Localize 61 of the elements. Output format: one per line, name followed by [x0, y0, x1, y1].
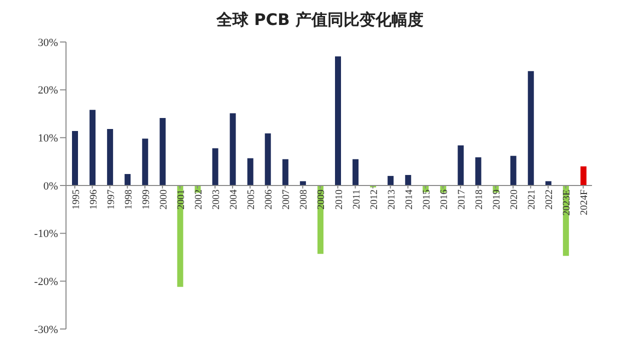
- bar: [124, 174, 131, 186]
- bar: [264, 133, 271, 186]
- bar: [72, 130, 78, 186]
- x-tick-label: 2023E: [562, 190, 573, 216]
- bar: [388, 176, 394, 186]
- bar: [405, 174, 412, 186]
- bar: [300, 181, 306, 186]
- y-tick-label: 20%: [38, 84, 58, 97]
- x-tick-label: 1998: [123, 190, 134, 210]
- x-tick-label: 1997: [106, 190, 117, 210]
- x-tick-label: 2001: [176, 190, 187, 210]
- bar: [528, 71, 534, 186]
- x-tick-label: 2006: [264, 190, 275, 210]
- x-tick-label: 2018: [474, 190, 486, 210]
- bar: [247, 158, 254, 186]
- x-tick-label: 1999: [140, 190, 152, 210]
- bar: [107, 129, 114, 186]
- bar: [230, 113, 236, 186]
- y-tick-label: -30%: [34, 324, 58, 336]
- x-tick-label: 2015: [421, 190, 432, 210]
- y-tick-label: 30%: [38, 36, 58, 49]
- y-tick-label: -20%: [34, 276, 58, 288]
- x-tick-label: 2008: [298, 190, 310, 210]
- x-tick-label: 2011: [351, 190, 362, 210]
- x-tick-label: 1996: [88, 190, 100, 210]
- x-tick-label: 2007: [281, 190, 292, 210]
- x-tick-label: 2022: [544, 190, 556, 210]
- bar: [545, 181, 552, 186]
- x-tick-label: 2005: [246, 190, 258, 210]
- bar: [160, 118, 166, 186]
- y-tick-label: -10%: [34, 228, 58, 240]
- x-tick-label: 2003: [211, 190, 222, 210]
- x-tick-label: 2014: [404, 190, 415, 210]
- x-tick-label: 2024F: [579, 189, 590, 216]
- x-tick-label: 2016: [438, 190, 450, 210]
- bar: [282, 159, 288, 186]
- bar: [458, 145, 464, 186]
- bar: [580, 166, 586, 186]
- x-tick-label: 2010: [334, 190, 345, 210]
- bar: [212, 148, 218, 186]
- bar: [142, 138, 148, 186]
- x-tick-label: 2013: [386, 190, 398, 210]
- bar: [335, 56, 341, 186]
- bar: [352, 159, 359, 186]
- x-tick-label: 1995: [70, 190, 82, 210]
- y-tick-label: 0%: [43, 180, 58, 192]
- bar: [475, 157, 482, 186]
- x-tick-label: 2012: [368, 190, 380, 210]
- bar: [90, 110, 96, 186]
- chart-title: 全球 PCB 产值同比变化幅度: [215, 9, 424, 31]
- x-tick-label: 2002: [194, 190, 204, 210]
- x-tick-label: 2019: [492, 190, 503, 210]
- bar: [177, 186, 184, 287]
- bar: [510, 156, 516, 186]
- y-tick-label: 10%: [38, 132, 58, 145]
- x-tick-label: 2021: [526, 190, 538, 210]
- x-tick-label: 2004: [228, 190, 240, 210]
- x-tick-label: 2009: [316, 190, 328, 210]
- x-tick-label: 2020: [509, 190, 520, 210]
- x-tick-label: 2000: [158, 190, 170, 210]
- x-tick-label: 2017: [456, 190, 468, 210]
